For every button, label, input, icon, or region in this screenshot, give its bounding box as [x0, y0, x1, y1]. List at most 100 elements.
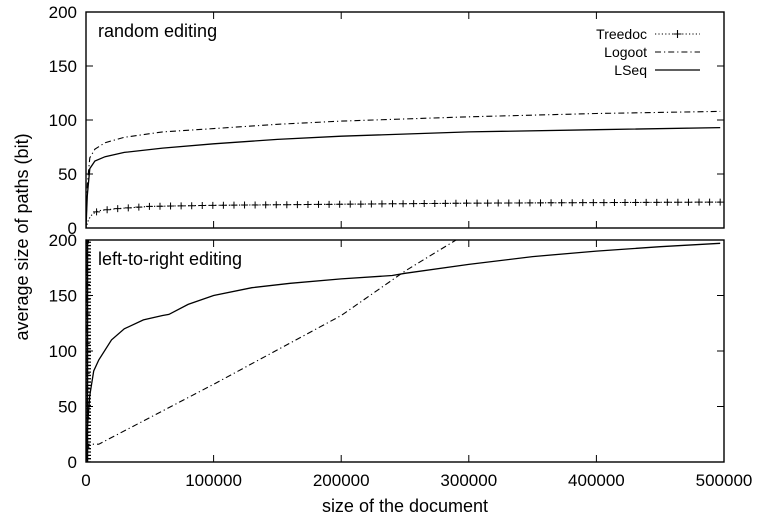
- marker-cross: [325, 200, 333, 208]
- x-axis-ticks: [85, 12, 725, 228]
- series-lseq: [86, 242, 721, 462]
- marker-cross: [230, 201, 238, 209]
- marker-cross: [610, 199, 618, 207]
- marker-cross: [674, 198, 682, 206]
- y-tick-label: 200: [49, 231, 77, 250]
- x-axis-title: size of the document: [322, 496, 488, 516]
- marker-cross: [663, 198, 671, 206]
- marker-cross: [473, 199, 481, 207]
- series-logoot: [86, 240, 457, 462]
- y-tick-label: 150: [49, 287, 77, 306]
- marker-cross: [653, 198, 661, 206]
- marker-cross: [145, 202, 153, 210]
- series-line-lseq: [86, 126, 721, 228]
- legend-marker-cross: [673, 30, 682, 38]
- marker-cross: [452, 199, 460, 207]
- x-tick-label: 200000: [313, 471, 370, 490]
- marker-cross: [103, 206, 111, 214]
- marker-cross: [209, 201, 217, 209]
- x-tick-label: 400000: [568, 471, 625, 490]
- marker-cross: [389, 200, 397, 208]
- legend: Treedoc Logoot LSeq: [596, 26, 700, 78]
- series-treedoc: [86, 198, 724, 228]
- marker-cross: [684, 198, 692, 206]
- marker-cross: [632, 198, 640, 206]
- marker-cross: [93, 208, 101, 216]
- marker-cross: [716, 198, 724, 206]
- marker-cross: [431, 199, 439, 207]
- series-line-lseq: [86, 242, 721, 462]
- marker-cross: [336, 200, 344, 208]
- panel-label-left-to-right: left-to-right editing: [98, 249, 242, 269]
- y-axis-title: average size of paths (bit): [12, 133, 32, 340]
- y-tick-label: 100: [49, 342, 77, 361]
- marker-cross: [547, 199, 555, 207]
- legend-label-logoot: Logoot: [604, 44, 647, 60]
- marker-cross: [706, 198, 714, 206]
- marker-cross: [357, 200, 365, 208]
- marker-cross: [262, 201, 270, 209]
- series-line-logoot: [86, 110, 721, 228]
- y-tick-label: 100: [49, 111, 77, 130]
- marker-cross: [167, 202, 175, 210]
- series-logoot: [86, 110, 721, 228]
- marker-cross: [304, 201, 312, 209]
- marker-cross: [526, 199, 534, 207]
- marker-cross: [177, 202, 185, 210]
- legend-label-treedoc: Treedoc: [596, 26, 647, 42]
- marker-cross: [536, 199, 544, 207]
- x-axis-ticks: 0 100000 200000 300000 400000 500000: [81, 240, 752, 490]
- x-tick-label: 500000: [696, 471, 753, 490]
- marker-cross: [283, 201, 291, 209]
- panel-random-editing: random editing 0 50 100 150 200 Treedoc Logo…: [49, 3, 725, 238]
- marker-cross: [86, 240, 91, 246]
- y-tick-label: 150: [49, 57, 77, 76]
- marker-cross: [515, 199, 523, 207]
- marker-cross: [367, 200, 375, 208]
- marker-cross: [315, 200, 323, 208]
- marker-cross: [463, 199, 471, 207]
- y-tick-label: 0: [68, 453, 77, 472]
- marker-cross: [600, 199, 608, 207]
- marker-cross: [410, 200, 418, 208]
- marker-cross: [568, 199, 576, 207]
- panel-label-random: random editing: [98, 21, 217, 41]
- legend-label-lseq: LSeq: [614, 62, 647, 78]
- y-axis-ticks: 0 50 100 150 200: [49, 3, 724, 238]
- y-tick-label: 50: [58, 165, 77, 184]
- marker-cross: [642, 198, 650, 206]
- marker-cross: [579, 199, 587, 207]
- x-tick-label: 300000: [440, 471, 497, 490]
- marker-cross: [441, 199, 449, 207]
- marker-cross: [558, 199, 566, 207]
- marker-cross: [219, 201, 227, 209]
- marker-cross: [346, 200, 354, 208]
- marker-cross: [420, 200, 428, 208]
- marker-cross: [293, 201, 301, 209]
- x-tick-label: 0: [81, 471, 90, 490]
- marker-cross: [124, 204, 132, 212]
- marker-cross: [484, 199, 492, 207]
- marker-cross: [272, 201, 280, 209]
- series-lseq: [86, 126, 721, 228]
- marker-cross: [399, 200, 407, 208]
- marker-cross: [188, 202, 196, 210]
- marker-cross: [135, 203, 143, 211]
- marker-cross: [505, 199, 513, 207]
- series-line-logoot: [86, 240, 457, 462]
- y-tick-label: 200: [49, 3, 77, 22]
- marker-cross: [695, 198, 703, 206]
- y-tick-label: 0: [68, 219, 77, 238]
- panel-left-to-right-editing: 0 50 100 150 200 0 100000 200000 300000 400000 50…: [49, 231, 753, 490]
- marker-cross: [241, 201, 249, 209]
- marker-cross: [621, 198, 629, 206]
- series-group: [86, 240, 721, 462]
- y-axis-ticks: 0 50 100 150 200: [49, 231, 724, 472]
- series-treedoc: [86, 240, 93, 462]
- marker-cross: [378, 200, 386, 208]
- marker-cross: [251, 201, 259, 209]
- marker-cross: [589, 199, 597, 207]
- marker-cross: [156, 202, 164, 210]
- series-group: [86, 110, 724, 228]
